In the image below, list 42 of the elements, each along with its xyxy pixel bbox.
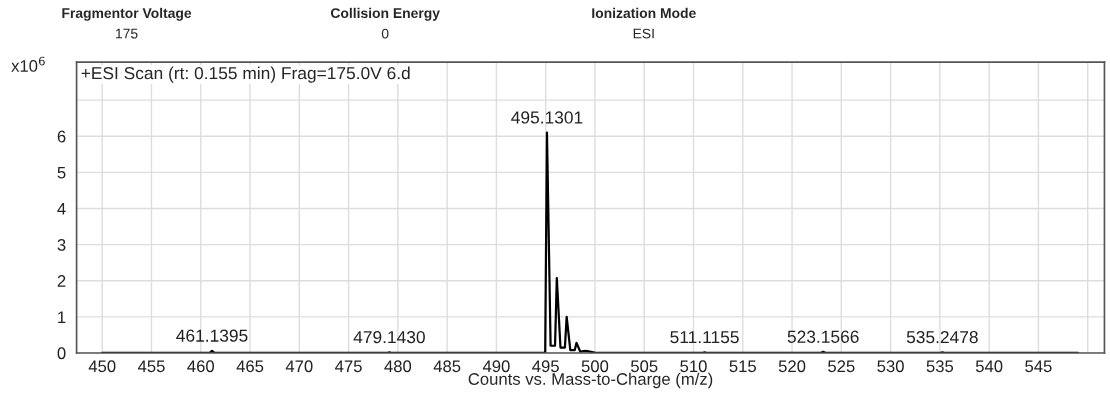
x-tick-label: 470 (285, 360, 313, 373)
y-tick-label: 6 (57, 130, 66, 143)
text: Ionization Mode (592, 7, 696, 19)
annotation: 535.2478 (906, 330, 978, 344)
x-tick-label: 475 (335, 360, 362, 373)
y-tick-label: 2 (57, 275, 66, 287)
x-tick-label: 545 (1025, 360, 1052, 373)
x-axis-title: Counts vs. Mass-to-Charge (m/z) (468, 372, 713, 389)
x-tick-label: 505 (630, 360, 658, 373)
text: Fragmentor Voltage (62, 7, 192, 21)
annotation: 495.1301 (511, 111, 583, 124)
y-axis-title: x10$^{6}$ (11, 56, 45, 72)
text: ESI (633, 28, 654, 39)
x-tick-label: 525 (828, 360, 855, 373)
x-tick-label: 490 (482, 360, 510, 373)
x-tick-label: 450 (88, 360, 116, 373)
x-tick-label: 530 (877, 360, 904, 373)
x-tick-label: 540 (975, 360, 1003, 373)
annotation: 479.1430 (353, 330, 425, 344)
annotation: 523.1566 (787, 330, 859, 343)
annotation: 511.1155 (670, 331, 739, 344)
x-tick-label: 510 (680, 360, 707, 373)
x-tick-label: 455 (137, 360, 165, 373)
y-tick-label: 4 (57, 203, 66, 215)
x-tick-label: 495 (532, 360, 559, 373)
y-tick-label: 1 (58, 311, 66, 323)
x-tick-label: 460 (187, 360, 215, 373)
annotation: 461.1395 (176, 329, 248, 342)
y-tick-label: 3 (57, 239, 66, 251)
y-tick-label: 0 (57, 347, 66, 360)
y-tick-label: 5 (57, 166, 66, 179)
text: Collision Energy (330, 7, 440, 21)
x-tick-label: 480 (384, 360, 412, 373)
x-tick-label: 485 (433, 360, 461, 373)
x-tick-label: 465 (236, 360, 264, 373)
x-tick-label: 520 (778, 360, 806, 373)
x-tick-label: 535 (926, 360, 954, 373)
text: 175 (116, 28, 138, 39)
x-tick-label: 515 (729, 360, 756, 373)
text: 0 (381, 28, 389, 39)
chart-title: +ESI Scan (rt: 0.155 min) Frag=175.0V 6.d (81, 66, 410, 83)
x-tick-label: 500 (581, 360, 609, 373)
